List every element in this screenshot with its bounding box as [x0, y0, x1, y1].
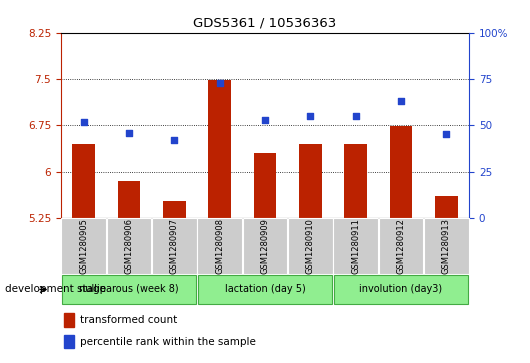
Point [442, 132, 450, 138]
Point [125, 130, 133, 135]
Text: GSM1280906: GSM1280906 [125, 218, 134, 274]
Bar [288, 219, 332, 273]
Bar [72, 144, 95, 218]
Text: GSM1280913: GSM1280913 [442, 218, 451, 274]
Bar [152, 219, 197, 273]
Bar [64, 335, 74, 348]
Bar [107, 219, 151, 273]
Point [170, 137, 179, 143]
Bar [333, 219, 378, 273]
Bar [344, 144, 367, 218]
Text: transformed count: transformed count [80, 315, 177, 325]
Text: GSM1280905: GSM1280905 [79, 218, 88, 274]
Text: GSM1280911: GSM1280911 [351, 218, 360, 274]
Text: GSM1280910: GSM1280910 [306, 218, 315, 274]
Bar [390, 126, 412, 218]
Bar [254, 153, 276, 218]
Bar [208, 80, 231, 218]
Bar [243, 219, 287, 273]
Text: percentile rank within the sample: percentile rank within the sample [80, 337, 255, 347]
Bar [163, 200, 186, 218]
Text: GSM1280908: GSM1280908 [215, 218, 224, 274]
Bar [63, 275, 196, 304]
Bar [198, 275, 332, 304]
Point [80, 119, 88, 125]
Text: development stage: development stage [5, 285, 107, 294]
Bar [334, 275, 467, 304]
Text: GSM1280912: GSM1280912 [396, 218, 405, 274]
Bar [424, 219, 469, 273]
Text: involution (day3): involution (day3) [359, 285, 443, 294]
Bar [379, 219, 423, 273]
Bar [61, 219, 106, 273]
Point [397, 98, 405, 104]
Point [306, 113, 315, 119]
Bar [435, 196, 458, 218]
Bar [299, 144, 322, 218]
Text: lactation (day 5): lactation (day 5) [225, 285, 305, 294]
Text: GSM1280907: GSM1280907 [170, 218, 179, 274]
Bar [198, 219, 242, 273]
Text: nulliparous (week 8): nulliparous (week 8) [79, 285, 179, 294]
Point [261, 117, 269, 123]
Point [215, 80, 224, 86]
Text: GDS5361 / 10536363: GDS5361 / 10536363 [193, 16, 337, 29]
Bar [64, 313, 74, 327]
Text: GSM1280909: GSM1280909 [261, 218, 269, 274]
Point [351, 113, 360, 119]
Bar [118, 181, 140, 218]
